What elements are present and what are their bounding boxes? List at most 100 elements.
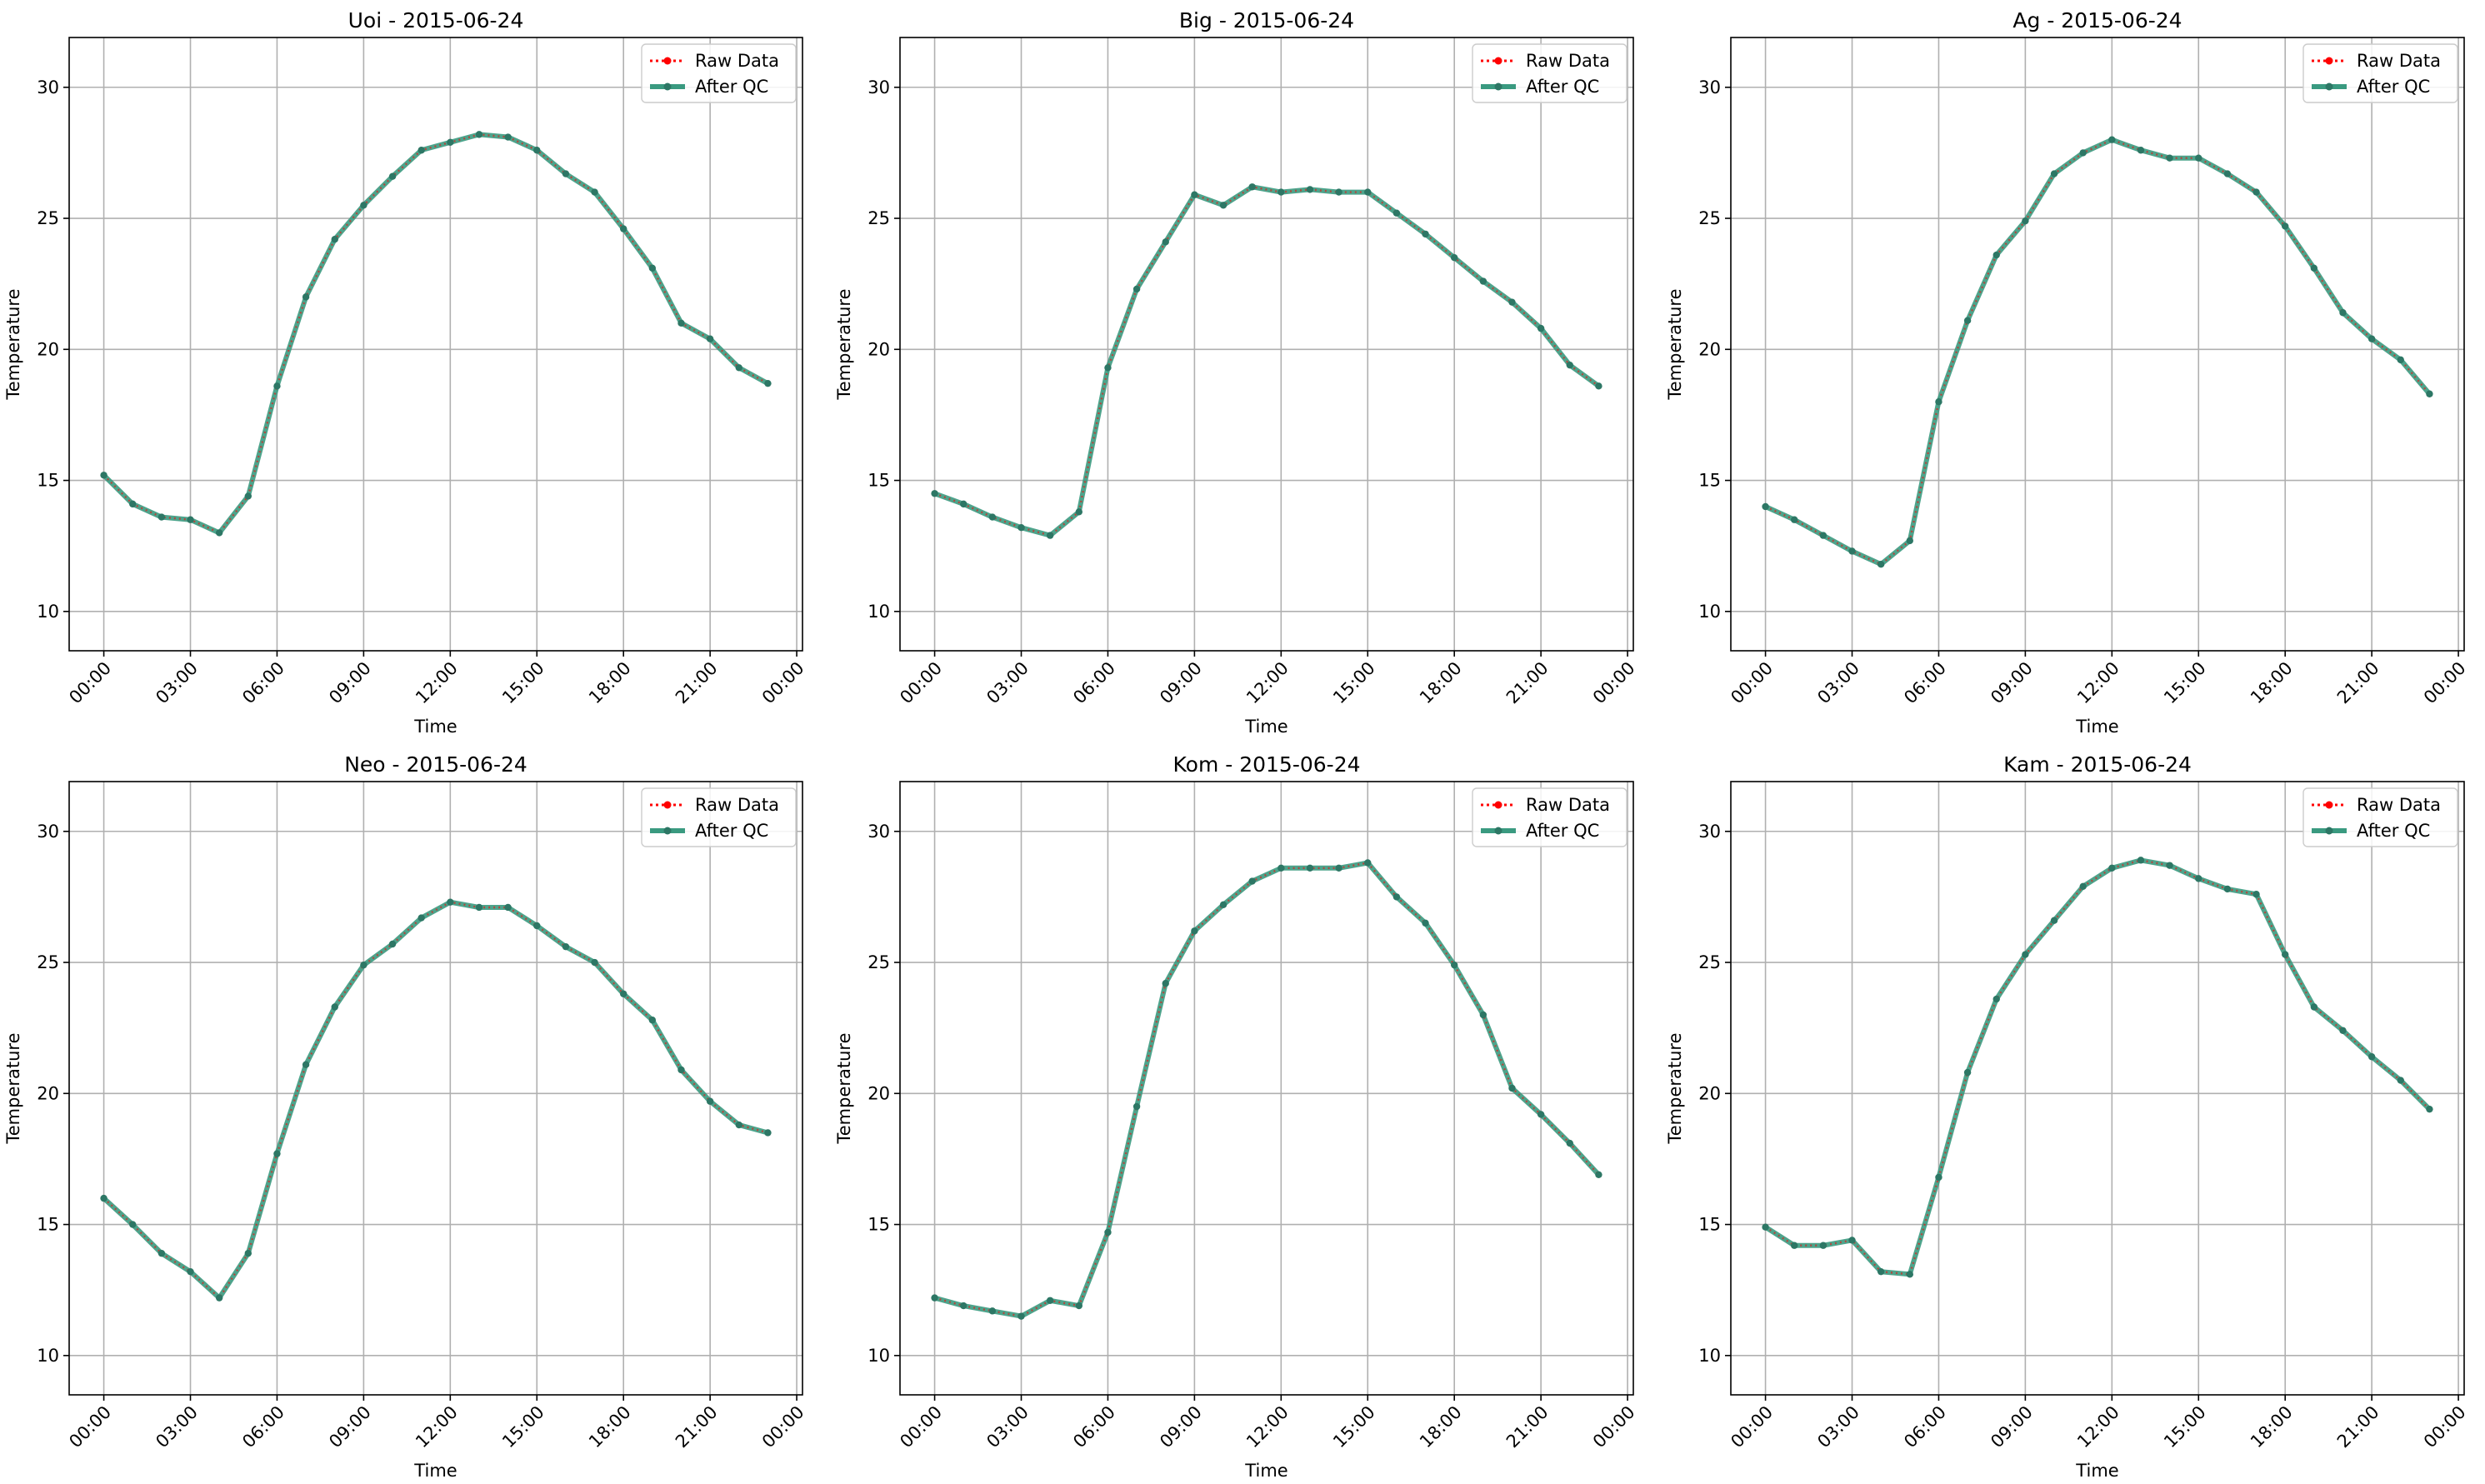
data-point-after-qc — [2368, 1053, 2376, 1061]
x-tick-label: 21:00 — [672, 658, 722, 708]
x-tick-label: 00:00 — [65, 1402, 115, 1452]
x-tick-label: 09:00 — [325, 658, 375, 708]
x-tick-label: 09:00 — [1156, 658, 1206, 708]
subplot-4: 10 15 20 25 30 00:00 03:00 06:00 09:00 12:00 15:00… — [3, 752, 808, 1481]
legend-after-qc-label: After QC — [695, 77, 768, 97]
x-tick-label: 15:00 — [2160, 1402, 2210, 1452]
x-tick-label: 15:00 — [2160, 658, 2210, 708]
data-point-after-qc — [1104, 1228, 1112, 1237]
legend-raw-data-marker — [1494, 801, 1502, 809]
data-point-after-qc — [619, 990, 628, 997]
data-point-after-qc — [1450, 961, 1458, 969]
data-point-after-qc — [2108, 136, 2116, 143]
x-tick-label: 12:00 — [412, 1402, 462, 1452]
y-tick-label: 15 — [37, 1215, 59, 1235]
data-point-after-qc — [1791, 1242, 1798, 1249]
x-tick-label: 18:00 — [1416, 658, 1466, 708]
data-point-after-qc — [215, 529, 223, 537]
legend-after-qc-label: After QC — [2357, 821, 2430, 841]
data-point-after-qc — [215, 1294, 223, 1302]
legend-raw-data-label: Raw Data — [695, 51, 779, 71]
data-point-after-qc — [1364, 188, 1372, 196]
data-point-after-qc — [475, 131, 483, 138]
subplot-3: 10 15 20 25 30 00:00 03:00 06:00 09:00 12:00 15:00… — [1665, 8, 2470, 737]
legend-after-qc-marker — [2325, 82, 2333, 91]
legend-after-qc-label: After QC — [2357, 77, 2430, 97]
legend-raw-data-label: Raw Data — [2357, 51, 2441, 71]
data-point-after-qc — [1306, 864, 1314, 872]
x-tick-label: 00:00 — [1727, 1402, 1777, 1452]
data-point-after-qc — [1018, 523, 1025, 532]
y-tick-label: 15 — [868, 1215, 890, 1235]
legend-raw-data-marker — [663, 57, 672, 65]
x-tick-label: 00:00 — [758, 1402, 808, 1452]
y-tick-label: 10 — [1698, 1346, 1721, 1366]
data-point-after-qc — [1335, 864, 1342, 872]
data-point-after-qc — [447, 138, 454, 147]
y-tick-label: 15 — [37, 471, 59, 491]
y-tick-label: 10 — [868, 602, 890, 622]
legend-after-qc-marker — [1494, 827, 1502, 835]
data-point-after-qc — [1335, 188, 1342, 196]
data-point-after-qc — [562, 170, 570, 177]
y-tick-label: 15 — [1698, 471, 1721, 491]
y-tick-label: 20 — [37, 1083, 59, 1103]
data-point-after-qc — [648, 264, 657, 272]
y-tick-label: 10 — [1698, 602, 1721, 622]
legend-after-qc-marker — [2325, 827, 2333, 835]
data-point-after-qc — [1046, 532, 1054, 539]
data-point-after-qc — [273, 1150, 281, 1157]
data-point-after-qc — [678, 319, 685, 327]
data-point-after-qc — [1075, 508, 1083, 516]
data-point-after-qc — [1450, 254, 1458, 262]
data-point-after-qc — [533, 922, 541, 930]
data-point-after-qc — [244, 1249, 252, 1257]
data-point-after-qc — [2195, 875, 2202, 882]
series-line-after-qc — [933, 860, 1601, 1319]
data-point-after-qc — [1963, 1068, 1972, 1077]
y-tick-label: 30 — [1698, 822, 1721, 842]
x-tick-label: 12:00 — [1242, 658, 1292, 708]
data-point-after-qc — [960, 500, 968, 508]
x-tick-label: 21:00 — [2333, 658, 2383, 708]
data-point-after-qc — [1479, 277, 1488, 285]
data-point-after-qc — [273, 382, 281, 390]
subplot-title: Ag - 2015-06-24 — [2012, 8, 2182, 32]
data-point-after-qc — [1819, 1242, 1828, 1249]
x-tick-label: 03:00 — [152, 658, 202, 708]
data-point-after-qc — [2079, 882, 2087, 891]
plot-frame — [1730, 781, 2465, 1396]
x-tick-label: 15:00 — [1329, 658, 1379, 708]
data-point-after-qc — [504, 133, 512, 141]
series-line-raw-data — [934, 862, 1600, 1317]
y-tick-label: 20 — [1698, 1083, 1721, 1103]
legend-raw-data-marker — [663, 801, 672, 809]
data-point-after-qc — [706, 335, 714, 342]
data-point-after-qc — [2079, 149, 2087, 157]
data-point-after-qc — [447, 898, 454, 906]
x-tick-label: 21:00 — [1502, 658, 1552, 708]
data-point-after-qc — [1566, 361, 1573, 369]
subplot-title: Big - 2015-06-24 — [1179, 8, 1354, 32]
legend-raw-data-label: Raw Data — [2357, 795, 2441, 815]
data-point-after-qc — [1191, 927, 1198, 935]
data-point-after-qc — [2166, 154, 2173, 162]
x-tick-label: 18:00 — [2247, 1402, 2297, 1452]
data-point-after-qc — [1848, 1237, 1856, 1244]
legend-raw-data-marker — [1494, 57, 1502, 65]
data-point-after-qc — [360, 202, 368, 209]
data-point-after-qc — [764, 1129, 772, 1137]
legend-after-qc-marker — [663, 827, 672, 835]
data-point-after-qc — [1595, 382, 1602, 390]
data-point-after-qc — [2426, 390, 2433, 397]
legend-raw-data-label: Raw Data — [1526, 795, 1610, 815]
data-point-after-qc — [1819, 532, 1828, 539]
data-point-after-qc — [1364, 859, 1372, 867]
data-point-after-qc — [1935, 1173, 1942, 1182]
y-tick-label: 10 — [37, 1346, 59, 1366]
x-tick-label: 00:00 — [1727, 658, 1777, 708]
x-tick-label: 06:00 — [238, 658, 288, 708]
x-tick-label: 00:00 — [65, 658, 115, 708]
y-axis-label: Temperature — [3, 1032, 23, 1144]
